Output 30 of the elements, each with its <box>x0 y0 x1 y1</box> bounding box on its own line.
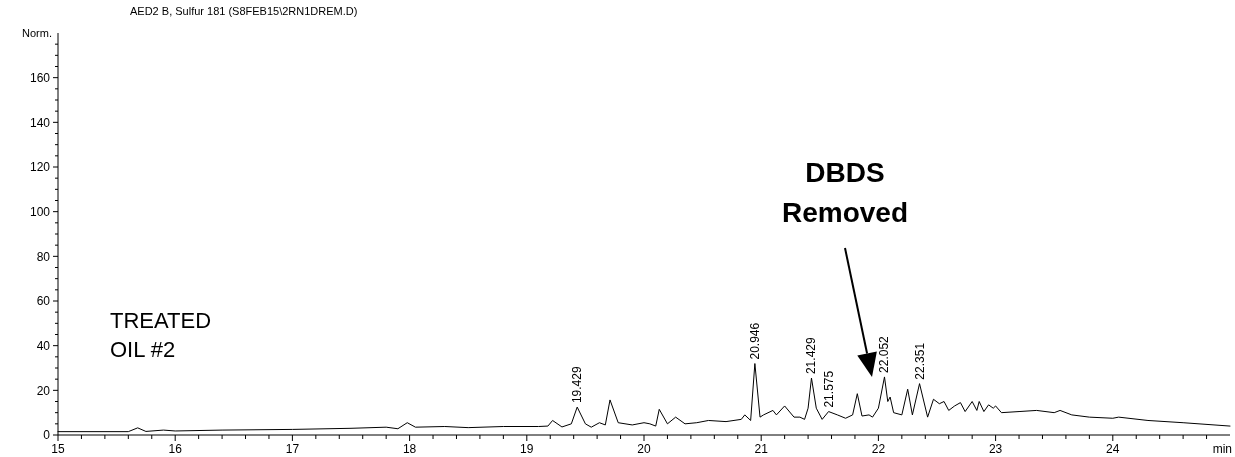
x-tick-label: 17 <box>285 442 300 456</box>
chart-title: AED2 B, Sulfur 181 (S8FEB15\2RN1DREM.D) <box>130 5 358 17</box>
y-tick-label: 20 <box>36 383 51 398</box>
x-tick-label: 21 <box>754 442 769 456</box>
annotation: TREATED OIL #2 <box>110 308 212 362</box>
y-tick-label: 0 <box>43 428 51 443</box>
y-tick-label: 40 <box>36 338 51 353</box>
x-tick-label: 20 <box>637 442 651 456</box>
annotation: 20.946 <box>747 322 762 360</box>
x-tick-label: 16 <box>168 442 183 456</box>
x-axis-title: min <box>1212 442 1232 456</box>
y-tick-label: 60 <box>36 294 51 309</box>
y-tick-label: 120 <box>29 160 51 175</box>
annotation: 22.052 <box>877 335 892 373</box>
y-tick-label: 100 <box>29 204 51 219</box>
x-tick-label: 15 <box>51 442 65 456</box>
y-tick-label: 80 <box>36 249 51 264</box>
annotation: 22.351 <box>912 342 927 380</box>
x-tick-label: 18 <box>402 442 417 456</box>
x-tick-label: 22 <box>871 442 886 456</box>
y-axis-title: Norm. <box>22 27 52 39</box>
y-tick-label: 140 <box>29 115 51 130</box>
annotation: DBDS Removed <box>781 157 909 228</box>
x-tick-label: 19 <box>520 442 534 456</box>
y-tick-label: 160 <box>29 70 51 85</box>
annotation: 21.429 <box>804 337 819 375</box>
x-tick-label: 24 <box>1106 442 1120 456</box>
annotation: 19.429 <box>570 366 585 404</box>
x-tick-label: 23 <box>988 442 1003 456</box>
annotation: 21.575 <box>821 370 836 408</box>
